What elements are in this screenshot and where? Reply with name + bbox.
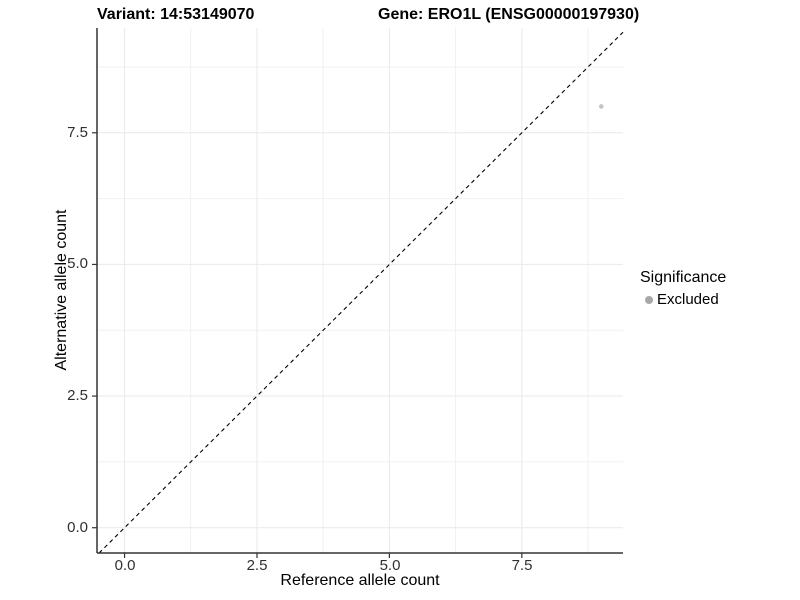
major-gridlines (97, 28, 623, 553)
y-axis-title: Alternative allele count (53, 209, 70, 371)
y-tick-label: 5.0 (67, 255, 88, 272)
x-axis-title: Reference allele count (280, 572, 440, 589)
axis-tick-marks (92, 132, 523, 558)
axis-lines (96, 28, 623, 554)
gene-title: Gene: ERO1L (ENSG00000197930) (378, 6, 640, 23)
data-points (598, 104, 604, 109)
legend-title: Significance (640, 269, 727, 286)
x-tick-label: 0.0 (114, 557, 136, 574)
x-tick-label: 2.5 (246, 557, 268, 574)
y-tick-label: 0.0 (67, 519, 88, 536)
y-tick-label: 2.5 (67, 387, 88, 404)
y-tick-label: 7.5 (67, 124, 88, 141)
variant-title: Variant: 14:53149070 (97, 6, 255, 23)
minor-gridlines (97, 28, 623, 553)
legend-item-label: Excluded (657, 291, 719, 308)
legend-point-icon (645, 295, 653, 304)
x-tick-label: 5.0 (379, 557, 401, 574)
legend-item-excluded: Excluded (640, 291, 726, 308)
identity-reference-line (98, 31, 624, 554)
legend: Significance Excluded (640, 269, 726, 308)
x-tick-label: 7.5 (511, 557, 533, 574)
scatter-point (598, 104, 604, 109)
